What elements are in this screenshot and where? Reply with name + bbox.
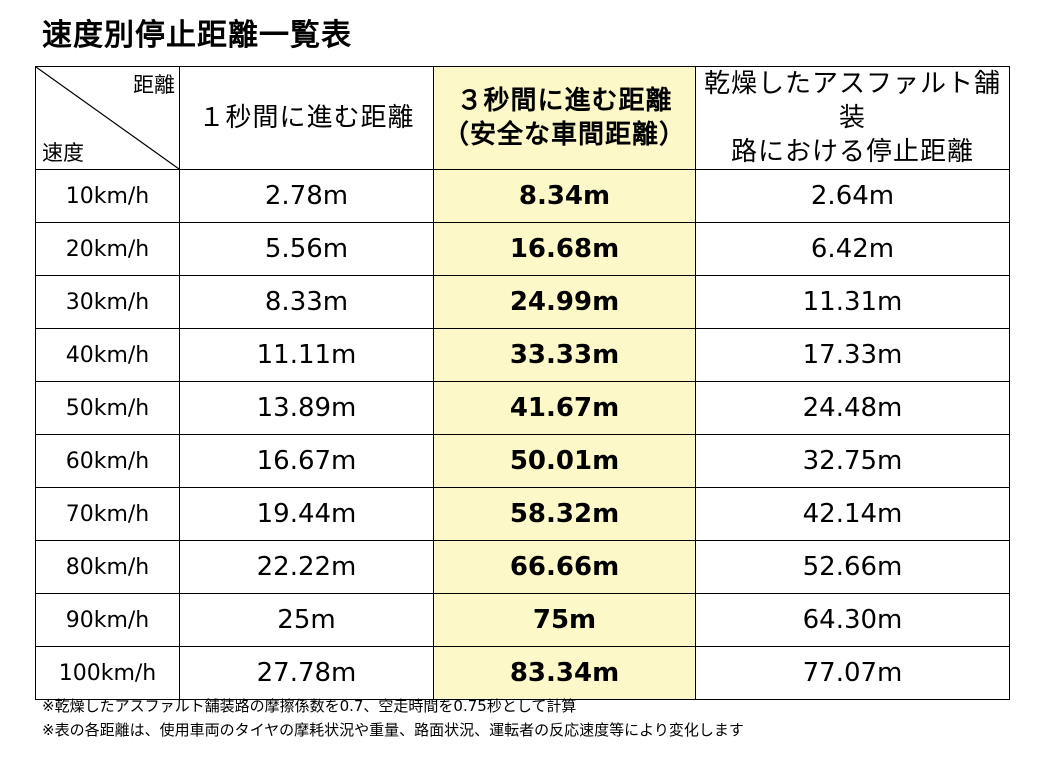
stopping-cell: 6.42m xyxy=(695,222,1010,276)
stopping-cell: 11.31m xyxy=(695,275,1010,329)
header-three-second-line1: ３秒間に進む距離 xyxy=(456,86,673,116)
stopping-cell: 24.48m xyxy=(695,381,1010,435)
three-second-cell: 8.34m xyxy=(433,169,696,223)
table-row: 100km/h 27.78m 83.34m 77.07m xyxy=(35,646,1010,700)
three-second-cell: 24.99m xyxy=(433,275,696,329)
three-second-cell: 66.66m xyxy=(433,540,696,594)
three-second-cell: 83.34m xyxy=(433,646,696,700)
table-row: 40km/h 11.11m 33.33m 17.33m xyxy=(35,328,1010,382)
speed-cell: 60km/h xyxy=(35,434,180,488)
one-second-cell: 13.89m xyxy=(179,381,434,435)
table-row: 20km/h 5.56m 16.68m 6.42m xyxy=(35,222,1010,276)
one-second-cell: 25m xyxy=(179,593,434,647)
speed-cell: 50km/h xyxy=(35,381,180,435)
speed-cell: 90km/h xyxy=(35,593,180,647)
page-title: 速度別停止距離一覧表 xyxy=(42,18,352,53)
corner-speed-label: 速度 xyxy=(42,141,84,165)
three-second-cell: 50.01m xyxy=(433,434,696,488)
table-row: 80km/h 22.22m 66.66m 52.66m xyxy=(35,540,1010,594)
stopping-cell: 17.33m xyxy=(695,328,1010,382)
header-stopping-line1: 乾燥したアスファルト舗装 xyxy=(703,69,1001,133)
stopping-cell: 2.64m xyxy=(695,169,1010,223)
table-row: 30km/h 8.33m 24.99m 11.31m xyxy=(35,275,1010,329)
table-row: 60km/h 16.67m 50.01m 32.75m xyxy=(35,434,1010,488)
table-header-row: 距離 速度 １秒間に進む距離 ３秒間に進む距離 （安全な車間距離） 乾燥したアス… xyxy=(35,66,1010,170)
stopping-cell: 52.66m xyxy=(695,540,1010,594)
three-second-cell: 33.33m xyxy=(433,328,696,382)
corner-distance-label: 距離 xyxy=(133,73,175,97)
table-row: 10km/h 2.78m 8.34m 2.64m xyxy=(35,169,1010,223)
speed-cell: 20km/h xyxy=(35,222,180,276)
speed-cell: 100km/h xyxy=(35,646,180,700)
stopping-cell: 77.07m xyxy=(695,646,1010,700)
one-second-cell: 5.56m xyxy=(179,222,434,276)
speed-cell: 30km/h xyxy=(35,275,180,329)
stopping-cell: 32.75m xyxy=(695,434,1010,488)
table-row: 70km/h 19.44m 58.32m 42.14m xyxy=(35,487,1010,541)
header-one-second: １秒間に進む距離 xyxy=(179,66,434,170)
stopping-distance-table: 距離 速度 １秒間に進む距離 ３秒間に進む距離 （安全な車間距離） 乾燥したアス… xyxy=(35,66,1010,700)
speed-cell: 40km/h xyxy=(35,328,180,382)
one-second-cell: 8.33m xyxy=(179,275,434,329)
one-second-cell: 11.11m xyxy=(179,328,434,382)
diagonal-divider xyxy=(36,67,179,169)
footnotes: ※乾燥したアスファルト舗装路の摩擦係数を0.7、空走時間を0.75秒として計算 … xyxy=(42,694,744,742)
one-second-cell: 2.78m xyxy=(179,169,434,223)
three-second-cell: 58.32m xyxy=(433,487,696,541)
header-three-second-line2: （安全な車間距離） xyxy=(442,120,686,150)
table-row: 90km/h 25m 75m 64.30m xyxy=(35,593,1010,647)
speed-cell: 10km/h xyxy=(35,169,180,223)
footnote-variation: ※表の各距離は、使用車両のタイヤの摩耗状況や重量、路面状況、運転者の反応速度等に… xyxy=(42,721,744,739)
one-second-cell: 19.44m xyxy=(179,487,434,541)
speed-cell: 70km/h xyxy=(35,487,180,541)
one-second-cell: 27.78m xyxy=(179,646,434,700)
three-second-cell: 75m xyxy=(433,593,696,647)
stopping-cell: 64.30m xyxy=(695,593,1010,647)
footnote-friction: ※乾燥したアスファルト舗装路の摩擦係数を0.7、空走時間を0.75秒として計算 xyxy=(42,697,577,715)
stopping-cell: 42.14m xyxy=(695,487,1010,541)
header-three-second: ３秒間に進む距離 （安全な車間距離） xyxy=(433,66,696,170)
table-row: 50km/h 13.89m 41.67m 24.48m xyxy=(35,381,1010,435)
one-second-cell: 16.67m xyxy=(179,434,434,488)
header-stopping-distance: 乾燥したアスファルト舗装 路における停止距離 xyxy=(695,66,1010,170)
three-second-cell: 16.68m xyxy=(433,222,696,276)
three-second-cell: 41.67m xyxy=(433,381,696,435)
one-second-cell: 22.22m xyxy=(179,540,434,594)
corner-header-cell: 距離 速度 xyxy=(35,66,180,170)
header-one-second-label: １秒間に進む距離 xyxy=(198,103,415,133)
header-stopping-line2: 路における停止距離 xyxy=(730,137,974,167)
speed-cell: 80km/h xyxy=(35,540,180,594)
